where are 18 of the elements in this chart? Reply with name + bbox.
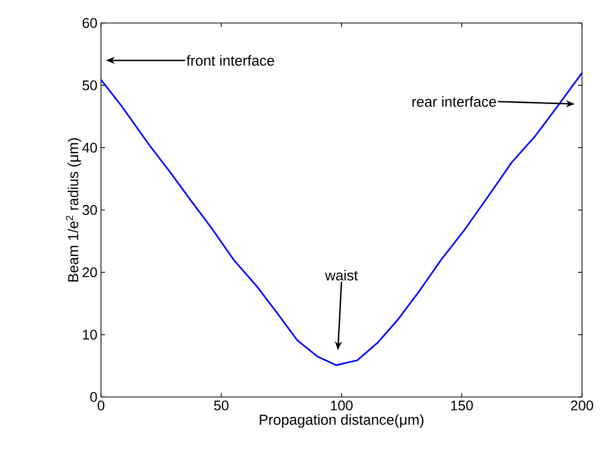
y-tick-label: 50 xyxy=(82,80,97,90)
x-tick-label: 200 xyxy=(571,400,594,410)
y-tick-label: 60 xyxy=(82,18,97,28)
y-axis-title: Beam 1/e$^{2}$ radius (μm) xyxy=(66,138,82,282)
y-tick-label: 40 xyxy=(82,142,97,153)
y-tick-label: 10 xyxy=(83,330,97,340)
line-series xyxy=(100,72,583,366)
x-tick-label: 150 xyxy=(451,400,473,410)
annotation: rear interface xyxy=(412,96,496,107)
y-tick-label: 30 xyxy=(82,205,97,215)
x-tick-label: 100 xyxy=(330,400,353,410)
y-tick-label: 0 xyxy=(90,392,97,402)
annotation: waist xyxy=(325,270,358,280)
x-tick-label: 50 xyxy=(214,400,228,410)
annotation: front interface xyxy=(186,55,274,66)
x-axis-title: Propagation distance(μm) xyxy=(260,414,424,428)
x-tick-label: 0 xyxy=(98,400,104,410)
y-tick-label: 20 xyxy=(82,267,97,278)
